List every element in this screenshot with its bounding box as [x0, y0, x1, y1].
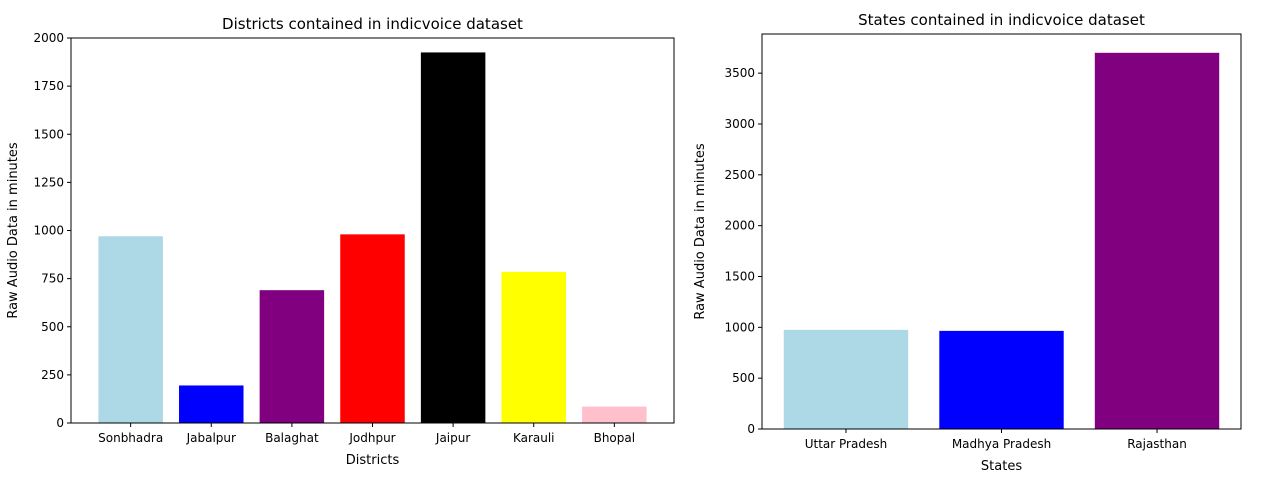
- districts-y-tick-label: 1750: [33, 79, 64, 93]
- districts-y-tick-label: 1000: [33, 224, 64, 238]
- states-y-tick-label: 2000: [724, 219, 755, 233]
- districts-bar-balaghat: [259, 290, 325, 423]
- states-y-tick-label: 1500: [724, 269, 755, 283]
- districts-x-tick-label: Jaipur: [435, 431, 470, 445]
- states-bar-madhya-pradesh: [939, 330, 1064, 429]
- states-y-tick-label: 3000: [724, 117, 755, 131]
- states-x-tick-label: Madhya Pradesh: [952, 437, 1051, 451]
- states-bar-uttar-pradesh: [783, 329, 909, 429]
- states-x-tick-label: Rajasthan: [1127, 437, 1187, 451]
- districts-bar-bhopal: [582, 406, 647, 423]
- states-y-tick-label: 500: [732, 371, 755, 385]
- states-y-tick-label: 3500: [724, 66, 755, 80]
- states-bar-rajasthan: [1094, 52, 1220, 430]
- districts-chart: 0 250 500 750 1000 1250 1500 1750 2000 Sonbhadra J…: [6, 15, 675, 468]
- districts-x-tick-label: Karauli: [513, 431, 555, 445]
- districts-y-tick-label: 500: [41, 320, 64, 334]
- districts-x-tick-label: Jabalpur: [186, 431, 236, 445]
- districts-bar-jaipur: [420, 52, 486, 423]
- districts-bar-jabalpur: [179, 385, 244, 423]
- districts-chart-title: Districts contained in indicvoice datase…: [222, 15, 523, 33]
- districts-bar-jodhpur: [340, 234, 405, 423]
- districts-x-tick-label: Balaghat: [265, 431, 319, 445]
- districts-x-tick-label: Bhopal: [594, 431, 635, 445]
- states-y-tick-label: 1000: [724, 320, 755, 334]
- districts-bar-karauli: [501, 271, 566, 423]
- states-chart: 0 500 1000 1500 2000 2500 3000 3500 Uttar Prades…: [693, 11, 1242, 474]
- districts-y-tick-label: 1500: [33, 127, 64, 141]
- districts-x-tick-label: Sonbhadra: [98, 431, 163, 445]
- districts-y-tick-label: 250: [41, 368, 64, 382]
- states-y-axis-label: Raw Audio Data in minutes: [693, 143, 708, 320]
- districts-y-tick-label: 750: [41, 272, 64, 286]
- states-x-tick-label: Uttar Pradesh: [805, 437, 887, 451]
- districts-x-axis-label: Districts: [346, 453, 400, 468]
- states-x-axis-label: States: [981, 459, 1022, 474]
- states-y-tick-label: 2500: [724, 168, 755, 182]
- states-y-tick-label: 0: [747, 422, 755, 436]
- districts-y-tick-label: 0: [56, 416, 64, 430]
- districts-bar-sonbhadra: [98, 236, 163, 423]
- districts-x-tick-label: Jodhpur: [348, 431, 395, 445]
- states-chart-title: States contained in indicvoice dataset: [858, 11, 1145, 29]
- districts-y-axis-label: Raw Audio Data in minutes: [6, 142, 21, 319]
- districts-y-tick-label: 2000: [33, 31, 64, 45]
- districts-y-tick-label: 1250: [33, 175, 64, 189]
